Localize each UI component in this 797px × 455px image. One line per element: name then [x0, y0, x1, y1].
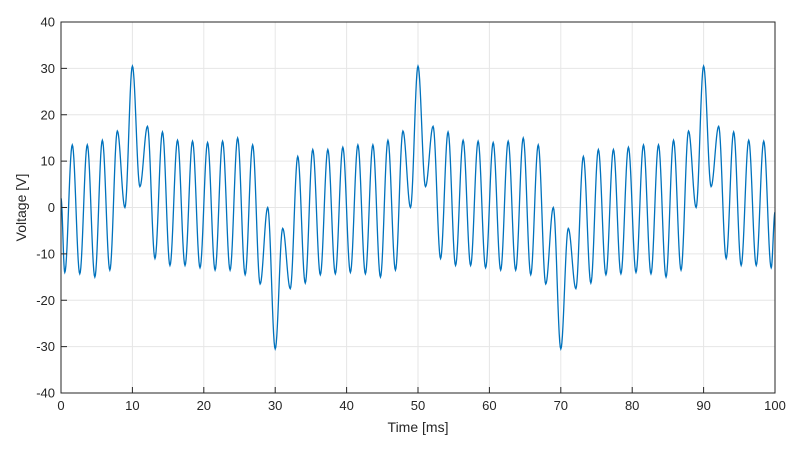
- x-tick-label: 0: [57, 398, 64, 413]
- x-tick-label: 40: [339, 398, 353, 413]
- ticks: 0 10 20 30 40 50 60 70 80 90 100 -40 -30 -20 -10 0 10 20 3…: [36, 15, 786, 414]
- x-axis-label: Time [ms]: [388, 419, 449, 435]
- x-tick-label: 10: [125, 398, 139, 413]
- y-tick-label: 40: [41, 15, 55, 30]
- y-tick-label: -20: [36, 293, 55, 308]
- y-axis-label: Voltage [V]: [13, 174, 29, 242]
- y-tick-label: 30: [41, 61, 55, 76]
- y-tick-label: 0: [48, 200, 55, 215]
- x-tick-label: 30: [268, 398, 282, 413]
- x-tick-label: 70: [554, 398, 568, 413]
- y-tick-label: 10: [41, 154, 55, 169]
- x-tick-label: 20: [197, 398, 211, 413]
- series-line-0: [60, 63, 776, 352]
- y-tick-label: -30: [36, 339, 55, 354]
- x-tick-label: 90: [696, 398, 710, 413]
- y-tick-label: 20: [41, 107, 55, 122]
- grid: [60, 21, 776, 394]
- y-tick-label: -40: [36, 386, 55, 401]
- x-tick-label: 80: [625, 398, 639, 413]
- y-tick-label: -10: [36, 246, 55, 261]
- x-tick-label: 100: [764, 398, 786, 413]
- x-tick-label: 50: [411, 398, 425, 413]
- plot-area: [60, 63, 776, 352]
- x-tick-label: 60: [482, 398, 496, 413]
